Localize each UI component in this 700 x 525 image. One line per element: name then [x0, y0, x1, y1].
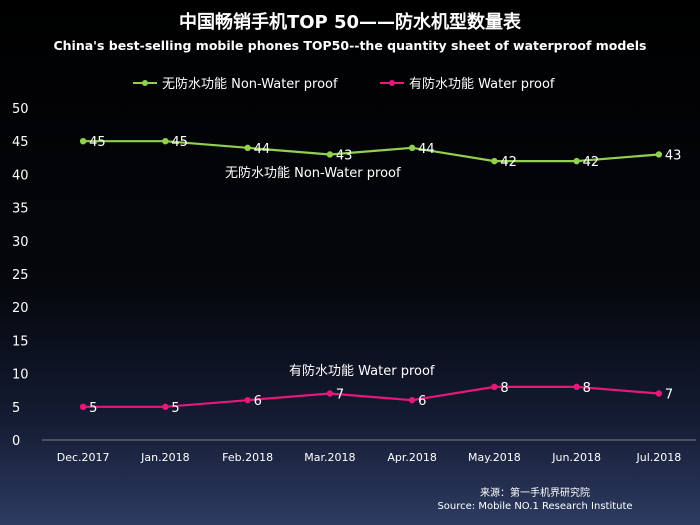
data-point-water-proof [491, 383, 498, 391]
data-point-non-water-proof [573, 157, 580, 165]
data-point-non-water-proof [655, 151, 663, 158]
legend-label-water-proof: 有防水功能 Water proof [409, 76, 555, 92]
y-axis: 0 5 10 15 20 25 30 35 40 45 50 [12, 102, 29, 449]
y-tick-label: 10 [12, 368, 29, 383]
x-tick-label: Dec.2017 [57, 451, 110, 464]
legend: 无防水功能 Non-Water proof 有防水功能 Water proof [133, 76, 555, 92]
y-tick-label: 15 [12, 334, 29, 349]
series-line-non-water-proof [83, 140, 659, 163]
data-label-non-water-proof: 43 [665, 148, 682, 163]
legend-marker-water-proof [389, 80, 395, 86]
x-tick-label: Jul.2018 [635, 451, 681, 464]
x-tick-label: May.2018 [468, 451, 521, 464]
y-tick-label: 5 [12, 401, 20, 416]
data-point-water-proof [655, 390, 663, 397]
y-tick-label: 45 [12, 135, 29, 150]
legend-item-non-water-proof: 无防水功能 Non-Water proof [133, 76, 338, 92]
y-tick-label: 40 [12, 168, 29, 183]
chart-title: 中国畅销手机TOP 50——防水机型数量表 [179, 11, 522, 33]
data-point-water-proof [326, 390, 334, 397]
legend-label-non-water-proof: 无防水功能 Non-Water proof [162, 76, 338, 92]
data-label-non-water-proof: 43 [336, 148, 353, 163]
annotation-non-water-proof: 无防水功能 Non-Water proof [225, 165, 401, 181]
data-point-water-proof [244, 396, 251, 404]
legend-item-water-proof: 有防水功能 Water proof [380, 76, 555, 92]
source-en: Source: Mobile NO.1 Research Institute [437, 501, 632, 512]
x-tick-label: Apr.2018 [387, 451, 437, 464]
data-label-water-proof: 7 [336, 388, 344, 403]
source-cn: 来源：第一手机界研究院 [480, 486, 590, 499]
x-tick-label: Jun.2018 [551, 451, 601, 464]
data-point-water-proof [408, 396, 416, 404]
data-label-water-proof: 6 [418, 394, 426, 409]
data-point-water-proof [79, 403, 87, 410]
data-label-water-proof: 5 [171, 401, 179, 416]
data-label-non-water-proof: 44 [254, 142, 271, 157]
x-tick-label: Feb.2018 [222, 451, 273, 464]
x-axis: Dec.2017 Jan.2018 Feb.2018 Mar.2018 Apr.2018… [42, 439, 696, 464]
data-label-non-water-proof: 45 [89, 135, 106, 150]
data-label-water-proof: 6 [254, 394, 262, 409]
data-label-water-proof: 5 [89, 401, 97, 416]
x-tick-label: Mar.2018 [304, 451, 355, 464]
data-point-non-water-proof [408, 144, 416, 152]
data-label-non-water-proof: 45 [171, 135, 188, 150]
y-tick-label: 20 [12, 301, 29, 316]
data-label-non-water-proof: 44 [418, 142, 435, 157]
y-tick-label: 30 [12, 235, 29, 250]
data-label-water-proof: 8 [583, 381, 591, 396]
y-tick-label: 50 [12, 102, 29, 117]
y-tick-label: 0 [12, 434, 20, 449]
series-layer [79, 138, 663, 410]
data-point-water-proof [573, 383, 580, 391]
x-tick-label: Jan.2018 [140, 451, 189, 464]
data-point-non-water-proof [79, 138, 87, 145]
data-point-non-water-proof [244, 144, 251, 152]
data-labels: 45 45 44 43 44 42 42 43 5 5 6 7 6 8 8 7 [89, 135, 681, 416]
series-line-water-proof [83, 385, 659, 408]
data-label-water-proof: 7 [665, 388, 673, 403]
chart-subtitle: China's best-selling mobile phones TOP50… [53, 38, 646, 53]
data-point-non-water-proof [491, 157, 498, 165]
data-label-water-proof: 8 [500, 381, 508, 396]
data-label-non-water-proof: 42 [500, 155, 517, 170]
data-point-non-water-proof [326, 151, 334, 158]
data-point-water-proof [162, 403, 169, 410]
data-point-non-water-proof [162, 138, 169, 145]
y-tick-label: 25 [12, 268, 29, 283]
data-label-non-water-proof: 42 [583, 155, 600, 170]
legend-marker-non-water-proof [142, 80, 148, 86]
y-tick-label: 35 [12, 202, 29, 217]
annotation-water-proof: 有防水功能 Water proof [289, 363, 435, 379]
